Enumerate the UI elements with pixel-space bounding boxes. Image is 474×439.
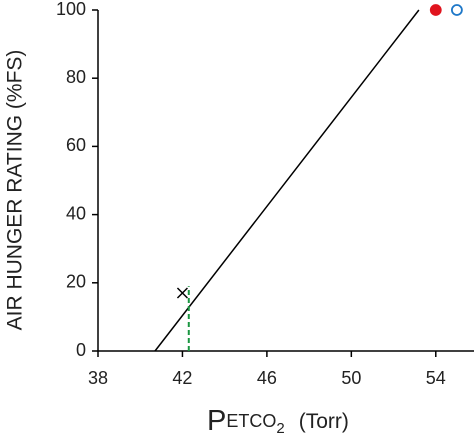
x-tick-label: 54: [426, 368, 446, 388]
y-tick-label: 80: [66, 67, 86, 87]
x-marker: [176, 287, 188, 299]
x-tick-label: 50: [341, 368, 361, 388]
x-axis-label: PETCO2 (Torr): [207, 405, 349, 437]
circle-marker: [450, 4, 463, 16]
y-tick-label: 20: [66, 272, 86, 292]
x-label-small: ETCO: [226, 411, 276, 431]
x-tick-label: 42: [172, 368, 192, 388]
y-tick-label: 40: [66, 203, 86, 223]
y-tick-label: 100: [56, 0, 86, 19]
y-axis-label: AIR HUNGER RATING (%FS): [4, 50, 27, 331]
circle-marker: [429, 4, 442, 16]
x-label-main: P: [207, 405, 226, 437]
x-label-unit: (Torr): [299, 410, 349, 433]
fit-line: [154, 9, 420, 352]
x-tick-label: 38: [88, 368, 108, 388]
x-label-subscript: 2: [276, 420, 284, 437]
y-tick-label: 60: [66, 135, 86, 155]
y-tick-label: 0: [76, 340, 86, 360]
x-tick-label: 46: [257, 368, 277, 388]
